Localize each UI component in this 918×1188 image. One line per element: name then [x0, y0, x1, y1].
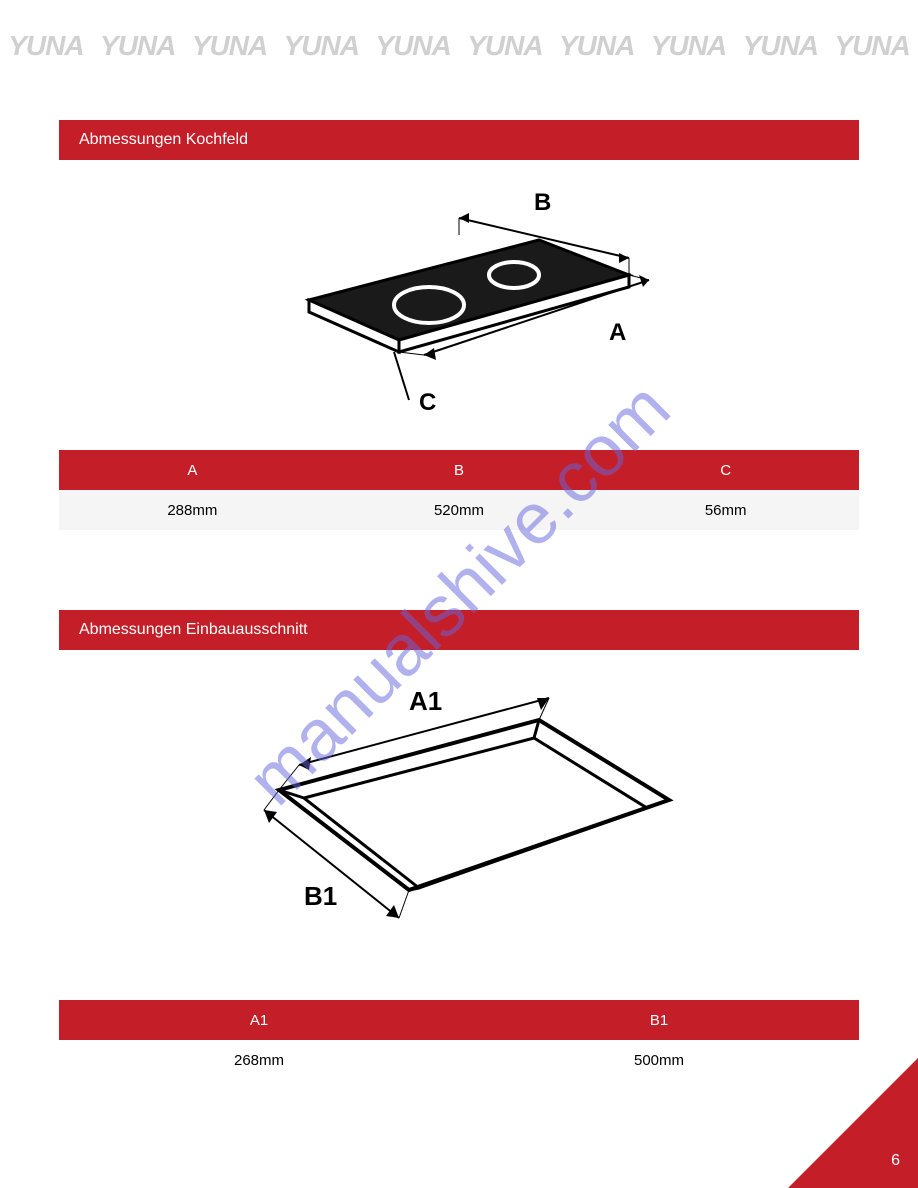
watermark-word: YUNA: [284, 30, 359, 62]
watermark-word: YUNA: [743, 30, 818, 62]
table2-header-b1: B1: [459, 1000, 859, 1040]
watermark-word: YUNA: [559, 30, 634, 62]
label-a1: A1: [409, 686, 442, 716]
table1-cell: 288mm: [59, 490, 326, 530]
cutout-diagram: A1 B1: [0, 650, 918, 1000]
table2-cell: 268mm: [59, 1040, 459, 1080]
label-c: C: [419, 389, 436, 416]
cooktop-diagram: B A C: [0, 160, 918, 450]
table1-cell: 520mm: [326, 490, 593, 530]
label-b: B: [534, 189, 551, 216]
label-b1: B1: [304, 881, 337, 911]
watermark-word: YUNA: [834, 30, 909, 62]
table1-header-a: A: [59, 450, 326, 490]
table1-cell: 56mm: [592, 490, 859, 530]
watermark-word: YUNA: [100, 30, 175, 62]
table2-header-a1: A1: [59, 1000, 459, 1040]
watermark-word: YUNA: [651, 30, 726, 62]
watermark-word: YUNA: [192, 30, 267, 62]
dimensions-table-2: A1 B1 268mm 500mm: [59, 1000, 859, 1080]
table1-header-b: B: [326, 450, 593, 490]
section2-header: Abmessungen Einbauausschnitt: [59, 610, 859, 650]
table1-header-c: C: [592, 450, 859, 490]
section1-header: Abmessungen Kochfeld: [59, 120, 859, 160]
watermark-top-row: YUNA YUNA YUNA YUNA YUNA YUNA YUNA YUNA …: [0, 30, 918, 62]
dimensions-table-1: A B C 288mm 520mm 56mm: [59, 450, 859, 530]
watermark-word: YUNA: [467, 30, 542, 62]
page-number: 6: [891, 1152, 900, 1170]
label-a: A: [609, 319, 626, 346]
watermark-word: YUNA: [375, 30, 450, 62]
section1-title: Abmessungen Kochfeld: [79, 131, 248, 149]
watermark-word: YUNA: [8, 30, 83, 62]
section2-title: Abmessungen Einbauausschnitt: [79, 621, 308, 639]
